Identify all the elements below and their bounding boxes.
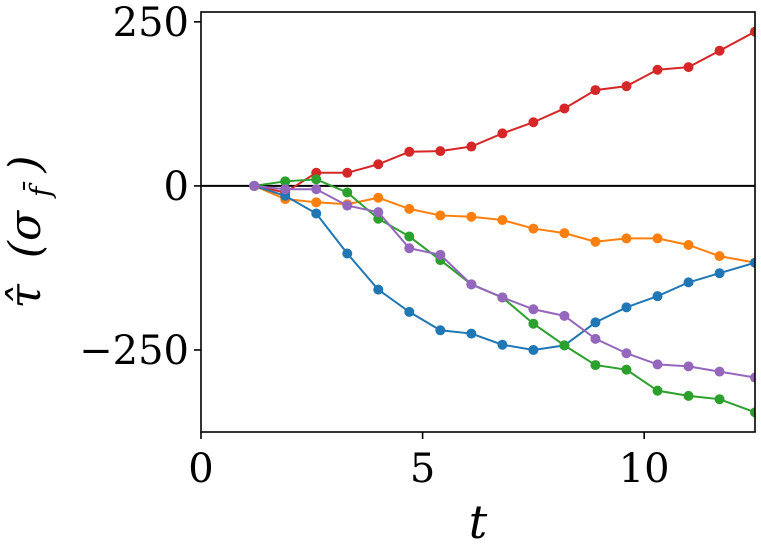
data-point — [714, 45, 725, 56]
data-point — [311, 174, 322, 185]
series-3 — [249, 180, 755, 355]
series-1 — [249, 26, 755, 198]
data-point — [435, 210, 446, 221]
data-point — [528, 223, 539, 234]
y-tick-label: 0 — [164, 164, 189, 210]
labels: t τ̂ (σ f̄ ) — [0, 155, 488, 549]
data-point — [466, 141, 477, 152]
data-point — [249, 180, 260, 191]
y-axis-label-close: ) — [0, 155, 51, 173]
data-point — [435, 249, 446, 260]
data-point — [621, 364, 632, 375]
data-point — [404, 146, 415, 157]
data-point — [559, 103, 570, 114]
data-point — [435, 146, 446, 157]
data-point — [750, 257, 755, 268]
data-point — [342, 248, 353, 259]
data-point — [404, 243, 415, 254]
data-point — [311, 184, 322, 195]
data-point — [404, 306, 415, 317]
data-point — [683, 361, 694, 372]
data-point — [750, 372, 755, 383]
data-point — [528, 344, 539, 355]
x-tick-label: 5 — [410, 446, 435, 492]
series-line — [253, 30, 755, 194]
data-point — [621, 81, 632, 92]
plot-frame — [200, 11, 756, 433]
data-point — [683, 390, 694, 401]
data-point — [714, 366, 725, 377]
data-point — [621, 302, 632, 313]
data-point — [683, 239, 694, 250]
data-point — [311, 197, 322, 208]
data-point — [652, 64, 663, 75]
y-axis-label-symbol: τ̂ — [0, 284, 51, 309]
data-point — [280, 184, 291, 195]
data-point — [373, 207, 384, 218]
data-point — [373, 284, 384, 295]
data-point — [590, 317, 601, 328]
data-point — [342, 167, 353, 178]
plot-area — [201, 26, 755, 418]
data-point — [466, 328, 477, 339]
data-point — [714, 251, 725, 262]
data-point — [528, 117, 539, 128]
y-axis-label-unit-sub: f̄ — [22, 181, 57, 199]
data-point — [621, 348, 632, 359]
data-point — [311, 208, 322, 219]
data-point — [621, 233, 632, 244]
x-axis-label: t — [469, 495, 488, 549]
data-point — [714, 394, 725, 405]
data-point — [497, 215, 508, 226]
data-point — [559, 340, 570, 351]
data-point — [590, 333, 601, 344]
data-point — [280, 176, 291, 187]
data-point — [559, 228, 570, 239]
data-point — [750, 26, 755, 37]
data-point — [466, 211, 477, 222]
data-point — [497, 339, 508, 350]
data-point — [373, 159, 384, 170]
series-5 — [249, 180, 755, 383]
x-tick-label: 0 — [188, 446, 213, 492]
data-point — [497, 128, 508, 139]
data-point — [590, 236, 601, 247]
y-tick-label: −250 — [79, 328, 189, 374]
series-line — [253, 184, 755, 351]
data-point — [435, 325, 446, 336]
data-point — [683, 277, 694, 288]
data-point — [528, 318, 539, 329]
y-axis-label-unit: (σ — [0, 209, 51, 258]
data-point — [404, 203, 415, 214]
data-point — [714, 268, 725, 279]
svg-text:τ̂ (σ f̄: τ̂ (σ f̄ ) — [0, 155, 61, 308]
data-point — [652, 359, 663, 370]
data-point — [373, 192, 384, 203]
data-point — [652, 291, 663, 302]
data-point — [342, 187, 353, 198]
data-point — [342, 200, 353, 211]
data-point — [590, 85, 601, 96]
data-point — [683, 62, 694, 73]
data-point — [652, 385, 663, 396]
data-point — [497, 292, 508, 303]
y-tick-label: 250 — [113, 0, 189, 46]
data-point — [404, 231, 415, 242]
data-point — [652, 233, 663, 244]
x-tick-label: 10 — [619, 446, 670, 492]
axes: 0 5 10 250 0 −250 — [79, 0, 756, 492]
data-point — [559, 310, 570, 321]
data-point — [528, 304, 539, 315]
y-axis-label: τ̂ (σ f̄ ) — [0, 155, 61, 308]
data-point — [466, 279, 477, 290]
data-point — [590, 360, 601, 371]
data-point — [750, 407, 755, 418]
